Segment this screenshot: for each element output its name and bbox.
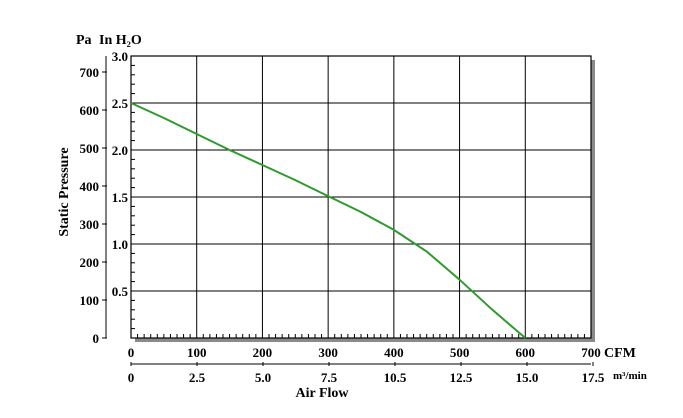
x-axis-title: Air Flow bbox=[295, 386, 349, 401]
tick-labels: 0 100 200 300 400 500 600 700 0 2.5 5.0 7.5 10.5 12.5… bbox=[80, 49, 605, 385]
x-tick-label-cfm: 600 bbox=[516, 345, 536, 360]
y-tick-label-inh2o: 0.5 bbox=[112, 284, 129, 299]
x-tick-label-m3min: 5.0 bbox=[255, 370, 271, 385]
pressure-curve bbox=[130, 102, 526, 339]
y-tick-label-inh2o: 2.0 bbox=[112, 143, 128, 158]
y-tick-label-pa: 700 bbox=[80, 65, 100, 80]
series-layer bbox=[130, 102, 526, 339]
x-tick-label-m3min: 2.5 bbox=[189, 370, 206, 385]
y-tick-label-pa: 600 bbox=[80, 103, 100, 118]
x-tick-label-m3min: 0 bbox=[128, 370, 135, 385]
y-tick-label-inh2o: 3.0 bbox=[112, 49, 128, 64]
y-tick-label-pa: 300 bbox=[80, 217, 100, 232]
minor-ticks bbox=[130, 64, 594, 366]
x-tick-label-cfm: 100 bbox=[187, 345, 207, 360]
x-tick-label-cfm: 0 bbox=[128, 345, 135, 360]
y-tick-label-pa: 100 bbox=[80, 293, 100, 308]
x-unit-m3min: m³/min bbox=[613, 370, 647, 382]
y-tick-label-inh2o: 2.5 bbox=[112, 96, 129, 111]
x-tick-label-cfm: 500 bbox=[450, 345, 470, 360]
y-tick-label-pa: 500 bbox=[80, 141, 100, 156]
y-axis-title: Static Pressure bbox=[57, 147, 72, 236]
x-tick-label-m3min: 10.5 bbox=[384, 370, 407, 385]
x-unit-cfm: CFM bbox=[604, 346, 636, 361]
x-tick-label-cfm: 400 bbox=[384, 345, 404, 360]
y-tick-label-inh2o: 1.5 bbox=[112, 190, 129, 205]
y-tick-label-inh2o: 1.0 bbox=[112, 237, 128, 252]
x-tick-label-cfm: 700 bbox=[581, 345, 601, 360]
x-tick-label-m3min: 7.5 bbox=[321, 370, 338, 385]
x-tick-label-cfm: 200 bbox=[253, 345, 273, 360]
y-tick-label-pa: 400 bbox=[80, 179, 100, 194]
y-unit-pa: Pa bbox=[76, 33, 92, 48]
x-tick-label-m3min: 15.0 bbox=[516, 370, 539, 385]
y-tick-label-pa: 200 bbox=[80, 255, 100, 270]
x-tick-label-m3min: 12.5 bbox=[450, 370, 473, 385]
x-tick-label-m3min: 17.5 bbox=[582, 370, 605, 385]
y-tick-label-pa: 0 bbox=[93, 331, 100, 346]
grid-lines bbox=[131, 56, 591, 338]
y-unit-inh2o: In H₂O bbox=[99, 33, 142, 48]
x-tick-label-cfm: 300 bbox=[318, 345, 338, 360]
